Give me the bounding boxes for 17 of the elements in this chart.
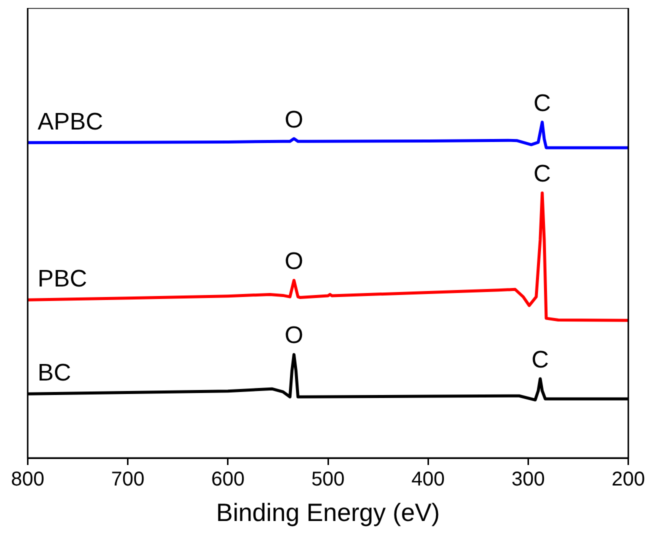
- annotation: O: [284, 322, 304, 350]
- annotation: C: [534, 160, 551, 188]
- annotation: C: [534, 90, 551, 117]
- x-tick-label: 600: [211, 468, 245, 491]
- x-tick-label: 400: [411, 468, 445, 491]
- annotation: C: [532, 346, 549, 374]
- x-tick-label: 700: [111, 468, 144, 491]
- series-label: APBC: [38, 108, 104, 136]
- annotation: O: [284, 248, 304, 275]
- series-label: PBC: [38, 265, 88, 292]
- annotation: O: [284, 106, 304, 134]
- x-axis-title: Binding Energy (eV): [216, 498, 440, 527]
- x-tick-label: 800: [10, 468, 44, 491]
- x-tick-label: 200: [612, 468, 646, 491]
- x-tick-label: 300: [512, 468, 545, 491]
- x-tick-label: 500: [311, 468, 345, 491]
- series-label: BC: [38, 359, 72, 386]
